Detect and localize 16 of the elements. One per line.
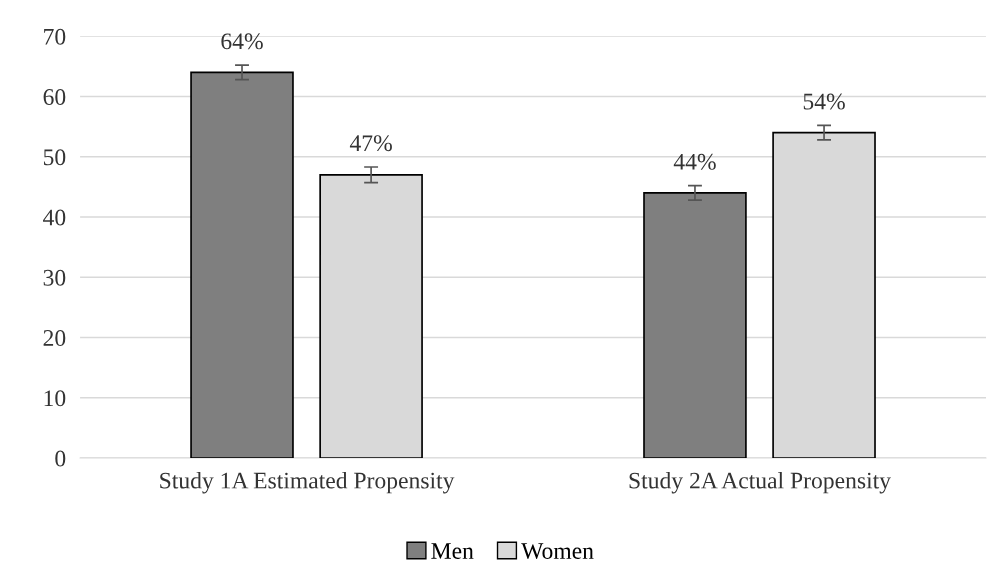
data-label: 64%	[221, 33, 263, 50]
x-tick-label: Study 2A Actual Propensity	[629, 471, 891, 494]
y-tick-label: 50	[43, 149, 66, 166]
data-label: 54%	[803, 93, 845, 110]
y-tick-label: 40	[43, 209, 66, 226]
data-label: 44%	[673, 153, 716, 170]
y-tick-label: 30	[43, 269, 66, 286]
legend-label: Men	[431, 543, 474, 559]
y-tick-label: 20	[43, 330, 66, 346]
y-tick-label: 10	[44, 390, 66, 407]
y-tick-label: 60	[43, 89, 66, 105]
x-tick-label: Study 1A Estimated Propensity	[160, 471, 455, 494]
data-label: 47%	[349, 135, 392, 152]
y-tick-label: 70	[44, 28, 66, 45]
y-tick-label: 0	[55, 450, 66, 467]
legend-label: Women	[521, 543, 594, 560]
